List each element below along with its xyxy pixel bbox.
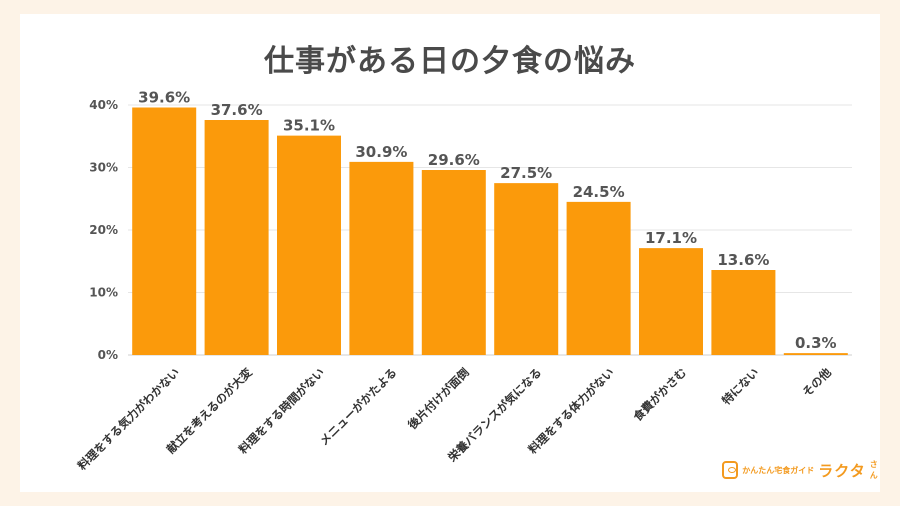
y-tick-label: 20%: [89, 223, 118, 237]
brand-logo: かんたん宅食ガイド ラクタ さん: [722, 458, 882, 482]
category-label: 後片付けが面倒: [405, 365, 472, 432]
category-label: 食費がかさむ: [630, 365, 689, 424]
bar: [204, 120, 269, 355]
category-label: メニューがかたよる: [317, 365, 400, 448]
bar: [421, 170, 486, 355]
y-tick-label: 40%: [89, 98, 118, 112]
y-tick-label: 10%: [89, 286, 118, 300]
brand-name: ラクタ: [818, 461, 866, 480]
bar: [494, 183, 559, 355]
data-label: 17.1%: [645, 229, 697, 247]
chart-title: 仕事がある日の夕食の悩み: [264, 44, 636, 79]
bar: [277, 135, 341, 355]
bar: [132, 107, 197, 355]
data-label: 39.6%: [138, 89, 190, 107]
bar: [711, 270, 776, 355]
data-label: 29.6%: [428, 151, 480, 169]
bar: [783, 353, 848, 355]
bar: [349, 161, 414, 355]
brand-tagline: かんたん宅食ガイド: [742, 465, 815, 475]
y-tick-label: 0%: [98, 348, 118, 362]
category-label: 特にない: [719, 365, 761, 407]
data-label: 24.5%: [573, 183, 625, 201]
data-label: 27.5%: [500, 164, 552, 182]
data-label: 30.9%: [355, 143, 407, 161]
data-label: 35.1%: [283, 117, 335, 135]
bar: [566, 201, 631, 355]
category-label: 料理をする気力がわかない: [75, 365, 182, 472]
plate-logo-icon: [722, 461, 739, 479]
bar: [639, 248, 703, 355]
data-label: 37.6%: [211, 101, 263, 119]
y-tick-label: 30%: [89, 161, 118, 175]
brand-suffix: さん: [869, 460, 878, 480]
data-label: 0.3%: [795, 334, 837, 352]
category-label: その他: [800, 365, 835, 400]
data-label: 13.6%: [717, 251, 769, 269]
